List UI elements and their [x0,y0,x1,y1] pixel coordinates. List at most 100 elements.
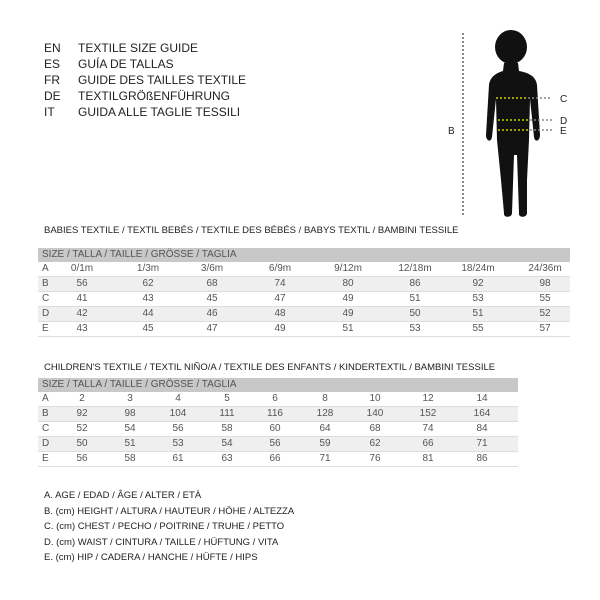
table-cell: 9/12m [334,263,362,274]
table-cell: 24/36m [528,263,562,274]
table-cell: 41 [76,293,88,304]
language-title-row: IT GUIDA ALLE TAGLIE TESSILI [44,104,240,120]
language-title-row: FR GUIDE DES TAILLES TEXTILE [44,72,246,88]
child-silhouette-figure: B C D E [448,30,567,217]
table-cell: 43 [142,293,154,304]
table-cell: 51 [472,308,484,319]
row-label: C [42,293,50,304]
row-label: A [42,393,49,404]
table-cell: 86 [476,453,488,464]
table-cell: 104 [169,408,187,419]
language-code: ES [44,57,61,71]
table-cell: 80 [342,278,354,289]
table-row: C 41 43 45 47 49 51 53 55 [38,292,570,307]
children-size-table: SIZE / TALLA / TAILLE / GRÖSSE / TAGLIA A… [38,378,518,467]
table-cell: 56 [269,438,281,449]
table-cell: 98 [124,408,136,419]
row-label: C [42,423,50,434]
table-cell: 74 [274,278,286,289]
table-cell: 58 [124,453,136,464]
table-cell: 86 [409,278,421,289]
table-cell: 55 [472,323,484,334]
language-title: TEXTILGRÖßENFÜHRUNG [78,89,231,103]
table-cell: 57 [539,323,551,334]
table-cell: 60 [269,423,281,434]
table-cell: 5 [224,393,230,404]
label-d: D [560,116,567,127]
table-cell: 98 [539,278,551,289]
legend-item: B. (cm) HEIGHT / ALTURA / HAUTEUR / HÖHE… [44,505,295,517]
table-cell: 1/3m [136,263,160,274]
table-cell: 49 [342,308,354,319]
table-cell: 68 [206,278,218,289]
language-title: GUIDA ALLE TAGLIE TESSILI [78,105,241,119]
table-row: A 0/1m 1/3m 3/6m 6/9m 9/12m 12/18m 18/24m 24/36m [38,262,570,277]
table-cell: 140 [366,408,384,419]
table-cell: 152 [419,408,437,419]
language-title: GUÍA DE TALLAS [78,57,174,71]
table-cell: 55 [539,293,551,304]
table-cell: 116 [267,408,283,419]
table-header: SIZE / TALLA / TAILLE / GRÖSSE / TAGLIA [38,248,570,262]
table-cell: 48 [274,308,286,319]
table-row: A 2 3 4 5 6 8 10 12 14 [38,392,518,407]
table-row: E 56 58 61 63 66 71 76 81 86 [38,452,518,467]
table-header: SIZE / TALLA / TAILLE / GRÖSSE / TAGLIA [38,378,518,392]
language-code: IT [44,105,55,119]
table-cell: 10 [369,393,381,404]
table-cell: 6 [272,393,278,404]
table-cell: 61 [172,453,184,464]
table-cell: 66 [422,438,434,449]
row-label: E [42,323,49,334]
table-cell: 42 [76,308,88,319]
table-cell: 18/24m [461,263,495,274]
legend-item: D. (cm) WAIST / CINTURA / TAILLE / HÜFTU… [44,536,279,548]
table-cell: 62 [369,438,381,449]
row-label: A [42,263,49,274]
language-title-row: EN TEXTILE SIZE GUIDE [44,40,198,56]
table-cell: 59 [319,438,331,449]
table-row: B 56 62 68 74 80 86 92 98 [38,277,570,292]
table-cell: 49 [274,323,286,334]
row-label: B [42,278,49,289]
table-cell: 44 [142,308,154,319]
table-cell: 3/6m [200,263,224,274]
language-code: FR [44,73,60,87]
table-cell: 71 [319,453,331,464]
measurement-legend: A. AGE / EDAD / ÂGE / ALTER / ETÀ B. (cm)… [44,488,294,566]
table-cell: 8 [322,393,328,404]
table-cell: 62 [142,278,154,289]
table-cell: 71 [476,438,488,449]
table-cell: 12/18m [398,263,432,274]
table-cell: 3 [127,393,133,404]
table-cell: 45 [142,323,154,334]
table-cell: 81 [422,453,434,464]
table-cell: 92 [472,278,484,289]
table-cell: 49 [342,293,354,304]
babies-section-title: BABIES TEXTILE / TEXTIL BEBÉS / TEXTILE … [44,225,459,236]
table-cell: 74 [422,423,434,434]
table-cell: 43 [76,323,88,334]
row-label: B [42,408,49,419]
table-cell: 0/1m [70,263,94,274]
label-e: E [560,126,567,137]
legend-item: E. (cm) HIP / CADERA / HANCHE / HÜFTE / … [44,552,258,563]
children-section-title: CHILDREN'S TEXTILE / TEXTIL NIÑO/A / TEX… [44,362,496,373]
table-cell: 52 [76,423,88,434]
table-cell: 66 [269,453,281,464]
legend-item: A. AGE / EDAD / ÂGE / ALTER / ETÀ [44,490,202,501]
table-cell: 84 [476,423,488,434]
table-cell: 47 [274,293,286,304]
table-cell: 52 [539,308,551,319]
table-row: D 42 44 46 48 49 50 51 52 [38,307,570,322]
table-cell: 54 [221,438,233,449]
table-cell: 50 [409,308,421,319]
row-label: E [42,453,49,464]
table-cell: 164 [473,408,491,419]
table-row: D 50 51 53 54 56 59 62 66 71 [38,437,518,452]
table-cell: 56 [76,453,88,464]
table-cell: 14 [476,393,488,404]
child-silhouette [486,30,540,217]
table-cell: 128 [316,408,334,419]
table-cell: 53 [172,438,184,449]
